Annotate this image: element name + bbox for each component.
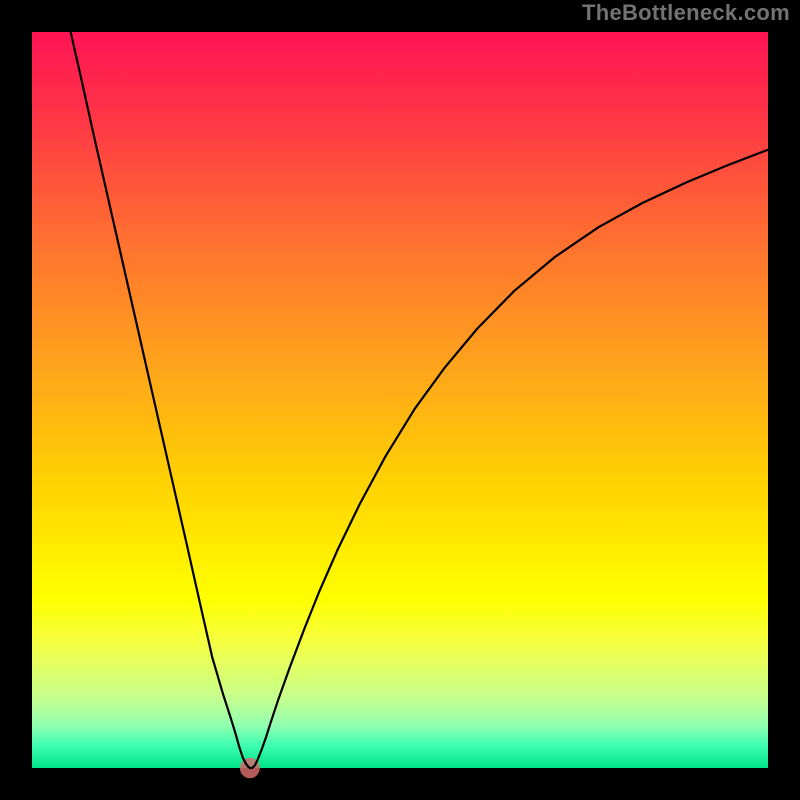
plot-background <box>32 32 768 768</box>
watermark-label: TheBottleneck.com <box>582 0 790 26</box>
chart-stage: TheBottleneck.com <box>0 0 800 800</box>
chart-svg <box>0 0 800 800</box>
